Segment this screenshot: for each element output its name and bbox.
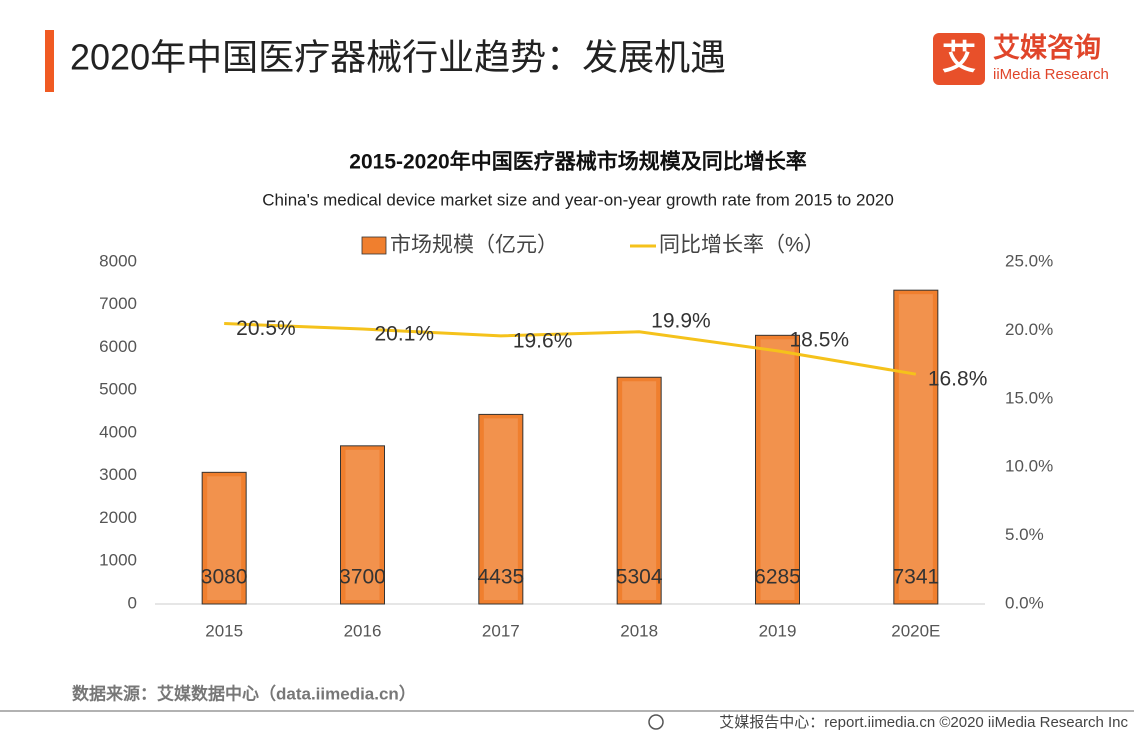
- x-tick-label: 2018: [620, 621, 658, 640]
- y2-tick-label: 25.0%: [1005, 251, 1053, 270]
- bar-value-label: 7341: [892, 566, 939, 589]
- logo-box: [933, 33, 985, 85]
- bar-highlight: [760, 339, 795, 600]
- y-tick-label: 7000: [99, 294, 137, 313]
- x-tick-label: 2020E: [891, 621, 940, 640]
- footer-icon: [648, 714, 664, 730]
- logo-en: iiMedia Research: [993, 66, 1109, 83]
- line-value-label: 16.8%: [928, 368, 988, 391]
- y-tick-label: 8000: [99, 251, 137, 270]
- bar-highlight: [898, 294, 933, 600]
- y-tick-label: 4000: [99, 422, 137, 441]
- x-tick-label: 2015: [205, 621, 243, 640]
- logo-cn: 艾媒咨询: [993, 32, 1101, 63]
- y-tick-label: 2000: [99, 508, 137, 527]
- bar: [755, 334, 800, 605]
- y-tick-label: 0: [128, 593, 137, 612]
- line-value-label: 20.1%: [375, 323, 435, 346]
- logo-icon: 艾: [942, 39, 976, 77]
- line-value-label: 18.5%: [790, 328, 850, 351]
- y2-tick-label: 20.0%: [1005, 320, 1053, 339]
- bar-highlight: [622, 381, 657, 600]
- bar: [893, 289, 939, 605]
- x-tick-label: 2016: [344, 621, 382, 640]
- x-tick-label: 2019: [759, 621, 797, 640]
- chart-title: 2015-2020年中国医疗器械市场规模及同比增长率: [349, 150, 806, 174]
- y2-tick-label: 0.0%: [1005, 593, 1044, 612]
- source: 数据来源：艾媒数据中心（data.iimedia.cn）: [72, 683, 416, 703]
- bar-value-label: 5304: [616, 566, 663, 589]
- chart-subtitle: China's medical device market size and y…: [262, 190, 894, 209]
- legend-label: 同比增长率（%）: [659, 234, 825, 257]
- bar-value-label: 4435: [477, 566, 524, 589]
- y-tick-label: 6000: [99, 337, 137, 356]
- bar: [340, 445, 385, 605]
- y-tick-label: 5000: [99, 380, 137, 399]
- y-tick-label: 1000: [99, 551, 137, 570]
- legend-swatch: [361, 236, 387, 255]
- y2-tick-label: 15.0%: [1005, 388, 1053, 407]
- bar-highlight: [207, 476, 242, 600]
- line: [224, 322, 917, 376]
- y2-tick-label: 5.0%: [1005, 525, 1044, 544]
- bar-value-label: 3080: [201, 566, 248, 589]
- bar: [478, 413, 524, 605]
- line-value-label: 20.5%: [236, 317, 296, 340]
- bar-highlight: [345, 449, 380, 600]
- page-title: 2020年中国医疗器械行业趋势：发展机遇: [70, 37, 726, 78]
- y-tick-label: 3000: [99, 465, 137, 484]
- legend-label: 市场规模（亿元）: [390, 234, 558, 257]
- bar-value-label: 6285: [754, 566, 801, 589]
- bar-highlight: [483, 418, 518, 600]
- bar-value-label: 3700: [339, 566, 386, 589]
- line-value-label: 19.6%: [513, 329, 573, 352]
- y2-tick-label: 10.0%: [1005, 457, 1053, 476]
- x-tick-label: 2017: [482, 621, 520, 640]
- bar: [616, 376, 662, 605]
- bar: [201, 471, 247, 605]
- footer: 艾媒报告中心：report.iimedia.cn ©2020 iiMedia R…: [719, 714, 1128, 731]
- line-value-label: 19.9%: [651, 309, 711, 332]
- title-accent: [45, 30, 54, 92]
